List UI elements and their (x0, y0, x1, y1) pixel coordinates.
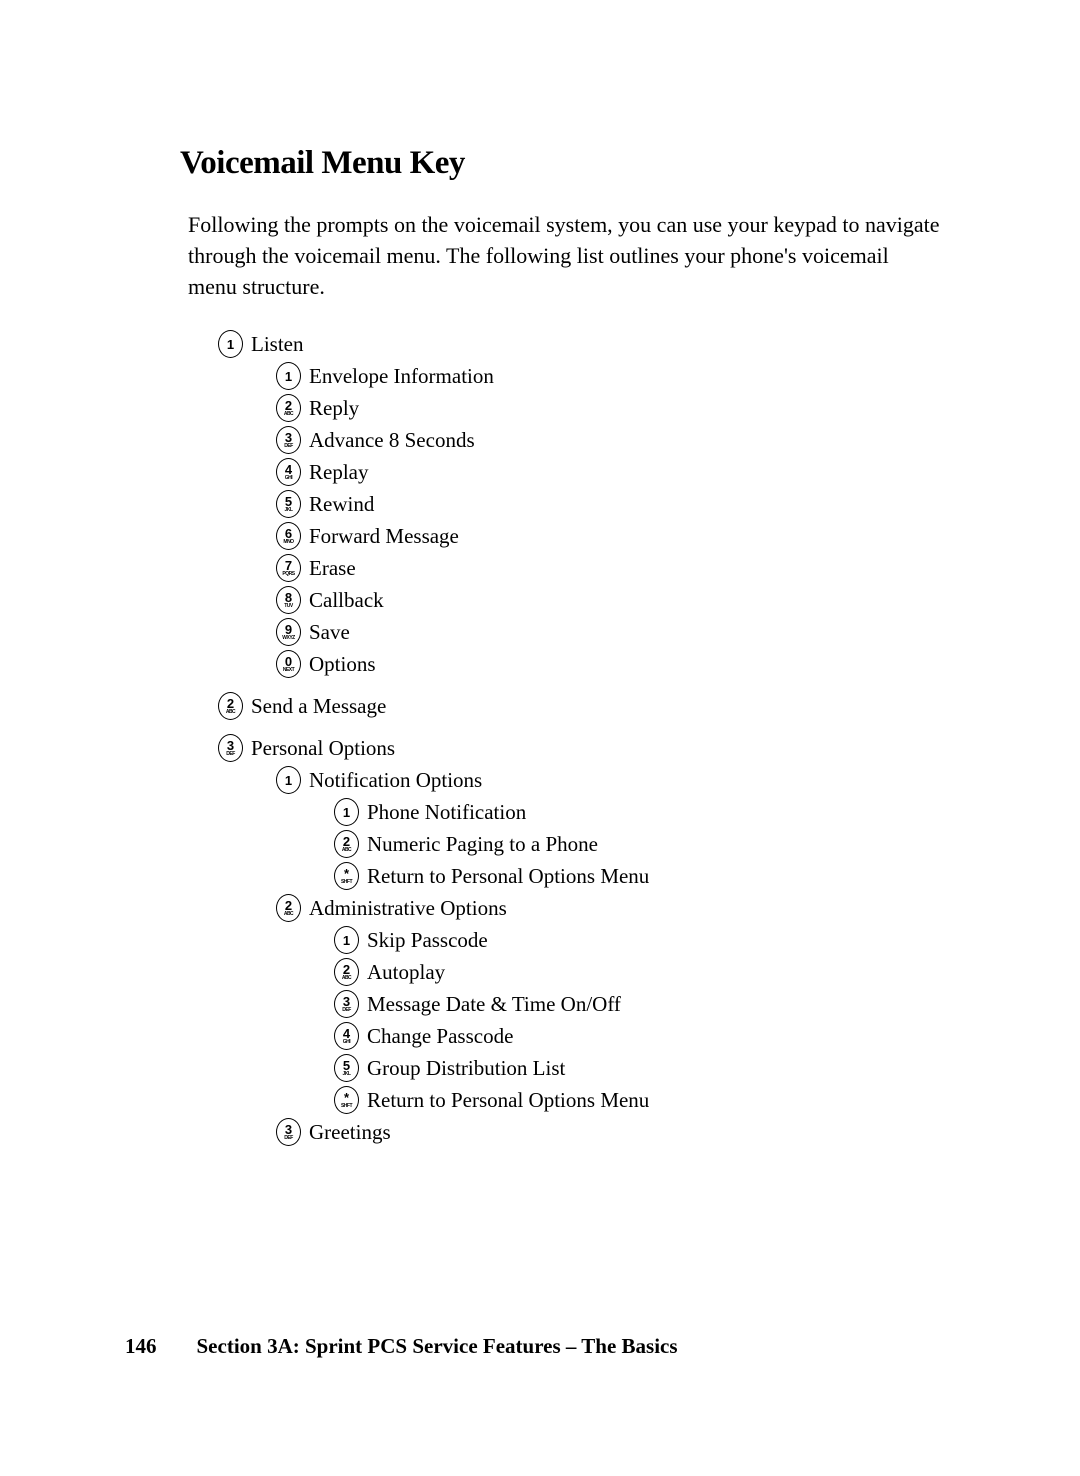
key-icon: 4GHI (276, 458, 301, 486)
key-num: 1 (285, 370, 292, 383)
menu-item: 3DEF Message Date & Time On/Off (334, 990, 940, 1018)
menu-label: Autoplay (367, 960, 445, 985)
menu-listen: 1 Listen (218, 330, 940, 358)
menu-item: 7PQRS Erase (276, 554, 940, 582)
menu-send: 2ABC Send a Message (218, 692, 940, 720)
menu-label: Options (309, 652, 376, 677)
key-icon: 3DEF (334, 990, 359, 1018)
key-sub: ABC (284, 412, 293, 417)
key-1-icon: 1 (276, 766, 301, 794)
menu-label: Personal Options (251, 736, 395, 761)
key-num: 1 (343, 806, 350, 819)
key-sub: JKL (343, 1072, 351, 1077)
key-sub: NEXT (283, 668, 294, 673)
menu-personal: 3DEF Personal Options (218, 734, 940, 762)
key-sub: WXYZ (282, 636, 294, 641)
key-sub: GHI (285, 476, 292, 481)
menu-admin: 2ABC Administrative Options (276, 894, 940, 922)
menu-item: 1 Skip Passcode (334, 926, 940, 954)
menu-label: Replay (309, 460, 368, 485)
menu-label: Erase (309, 556, 356, 581)
menu-label: Return to Personal Options Menu (367, 864, 649, 889)
menu-label: Send a Message (251, 694, 386, 719)
key-3-icon: 3DEF (218, 734, 243, 762)
key-sub: ABC (342, 976, 351, 981)
key-icon: *SHFT (334, 1086, 359, 1114)
key-icon: 1 (334, 926, 359, 954)
menu-item: 1 Phone Notification (334, 798, 940, 826)
menu-label: Rewind (309, 492, 374, 517)
key-sub: SHFT (341, 1104, 352, 1109)
key-icon: 2ABC (276, 394, 301, 422)
page-heading: Voicemail Menu Key (180, 145, 940, 182)
key-icon: *SHFT (334, 862, 359, 890)
menu-label: Message Date & Time On/Off (367, 992, 621, 1017)
key-icon: 2ABC (334, 830, 359, 858)
key-icon: 1 (334, 798, 359, 826)
menu-item: 1 Envelope Information (276, 362, 940, 390)
menu-label: Listen (251, 332, 304, 357)
key-icon: 5JKL (276, 490, 301, 518)
menu-item: 2ABC Autoplay (334, 958, 940, 986)
key-sub: TUV (284, 604, 293, 609)
menu-item: 4GHI Replay (276, 458, 940, 486)
key-sub: JKL (285, 508, 293, 513)
menu-item: 9WXYZ Save (276, 618, 940, 646)
menu-item: 0NEXT Options (276, 650, 940, 678)
menu-item: 5JKL Group Distribution List (334, 1054, 940, 1082)
key-icon: 8TUV (276, 586, 301, 614)
key-icon: 4GHI (334, 1022, 359, 1050)
menu-label: Group Distribution List (367, 1056, 565, 1081)
key-icon: 5JKL (334, 1054, 359, 1082)
key-2-icon: 2ABC (218, 692, 243, 720)
menu-label: Save (309, 620, 350, 645)
menu-item: 2ABC Reply (276, 394, 940, 422)
key-3-icon: 3DEF (276, 1118, 301, 1146)
key-sub: MNO (283, 540, 293, 545)
key-icon: 9WXYZ (276, 618, 301, 646)
key-icon: 2ABC (334, 958, 359, 986)
menu-label: Administrative Options (309, 896, 507, 921)
key-icon: 7PQRS (276, 554, 301, 582)
intro-paragraph: Following the prompts on the voicemail s… (188, 210, 940, 302)
key-sub: DEF (284, 444, 293, 449)
menu-label: Callback (309, 588, 384, 613)
menu-label: Envelope Information (309, 364, 494, 389)
menu-item: 2ABC Numeric Paging to a Phone (334, 830, 940, 858)
key-sub: GHI (343, 1040, 350, 1045)
footer-section: Section 3A: Sprint PCS Service Features … (197, 1334, 678, 1359)
menu-item: 3DEF Advance 8 Seconds (276, 426, 940, 454)
key-1-icon: 1 (218, 330, 243, 358)
key-num: 1 (343, 934, 350, 947)
key-icon: 0NEXT (276, 650, 301, 678)
menu-item: 6MNO Forward Message (276, 522, 940, 550)
key-icon: 1 (276, 362, 301, 390)
key-2-icon: 2ABC (276, 894, 301, 922)
page-footer: 146 Section 3A: Sprint PCS Service Featu… (125, 1334, 678, 1359)
menu-label: Skip Passcode (367, 928, 488, 953)
key-sub: ABC (342, 848, 351, 853)
key-sub: DEF (342, 1008, 351, 1013)
menu-item: *SHFT Return to Personal Options Menu (334, 1086, 940, 1114)
menu-label: Notification Options (309, 768, 482, 793)
key-icon: 6MNO (276, 522, 301, 550)
key-icon: 3DEF (276, 426, 301, 454)
menu-label: Advance 8 Seconds (309, 428, 475, 453)
menu-item: 4GHI Change Passcode (334, 1022, 940, 1050)
page-number: 146 (125, 1334, 157, 1359)
menu-label: Greetings (309, 1120, 391, 1145)
menu-label: Change Passcode (367, 1024, 513, 1049)
menu-label: Return to Personal Options Menu (367, 1088, 649, 1113)
menu-label: Reply (309, 396, 359, 421)
menu-item: 5JKL Rewind (276, 490, 940, 518)
menu-label: Phone Notification (367, 800, 526, 825)
menu-notification: 1 Notification Options (276, 766, 940, 794)
key-sub: PQRS (282, 572, 294, 577)
menu-greetings: 3DEF Greetings (276, 1118, 940, 1146)
menu-label: Numeric Paging to a Phone (367, 832, 598, 857)
key-sub: SHFT (341, 880, 352, 885)
menu-item: 8TUV Callback (276, 586, 940, 614)
menu-label: Forward Message (309, 524, 459, 549)
menu-item: *SHFT Return to Personal Options Menu (334, 862, 940, 890)
